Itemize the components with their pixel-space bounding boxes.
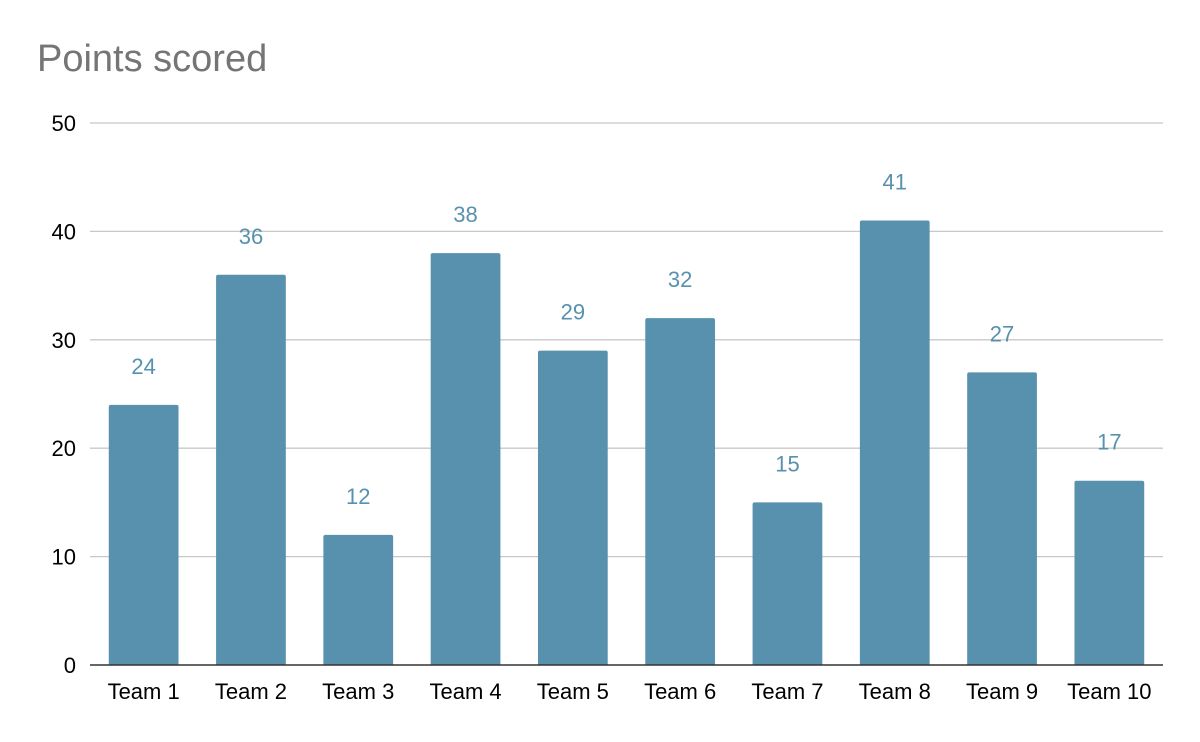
bar-8 — [859, 220, 930, 665]
y-tick-label: 10 — [52, 545, 76, 570]
y-tick-label: 30 — [52, 328, 76, 353]
data-label: 24 — [131, 354, 155, 379]
bars — [108, 220, 1145, 665]
bar-2 — [216, 274, 286, 665]
bar-5 — [537, 350, 608, 665]
y-tick-label: 20 — [52, 436, 76, 461]
x-tick-label: Team 3 — [322, 679, 394, 704]
bar-7 — [752, 502, 823, 665]
data-labels: 24 36 12 38 29 32 15 41 27 17 — [131, 170, 1121, 509]
x-tick-label: Team 4 — [429, 679, 501, 704]
bar-3 — [323, 534, 394, 665]
bar-1 — [108, 404, 179, 665]
y-axis-ticks: 0 10 20 30 40 50 — [52, 111, 76, 678]
x-tick-label: Team 1 — [108, 679, 180, 704]
data-label: 38 — [453, 202, 477, 227]
y-tick-label: 0 — [64, 653, 76, 678]
data-label: 41 — [883, 170, 907, 195]
data-label: 12 — [346, 484, 370, 509]
x-tick-label: Team 2 — [215, 679, 287, 704]
x-tick-label: Team 5 — [537, 679, 609, 704]
data-label: 27 — [990, 321, 1014, 346]
y-tick-label: 40 — [52, 219, 76, 244]
data-label: 29 — [561, 300, 585, 325]
x-tick-label: Team 7 — [751, 679, 823, 704]
y-tick-label: 50 — [52, 111, 76, 136]
chart-title: Points scored — [37, 38, 268, 80]
bar-4 — [430, 253, 501, 665]
data-label: 17 — [1097, 430, 1121, 455]
bar-6 — [645, 318, 716, 665]
x-tick-label: Team 9 — [966, 679, 1038, 704]
data-label: 32 — [668, 267, 692, 292]
x-tick-label: Team 8 — [859, 679, 931, 704]
data-label: 15 — [775, 451, 799, 476]
x-tick-label: Team 10 — [1067, 679, 1151, 704]
bar-9 — [967, 372, 1037, 665]
bar-10 — [1074, 480, 1145, 665]
data-label: 36 — [239, 224, 263, 249]
x-tick-label: Team 6 — [644, 679, 716, 704]
x-axis-ticks: Team 1 Team 2 Team 3 Team 4 Team 5 Team 6 Team… — [108, 679, 1152, 704]
